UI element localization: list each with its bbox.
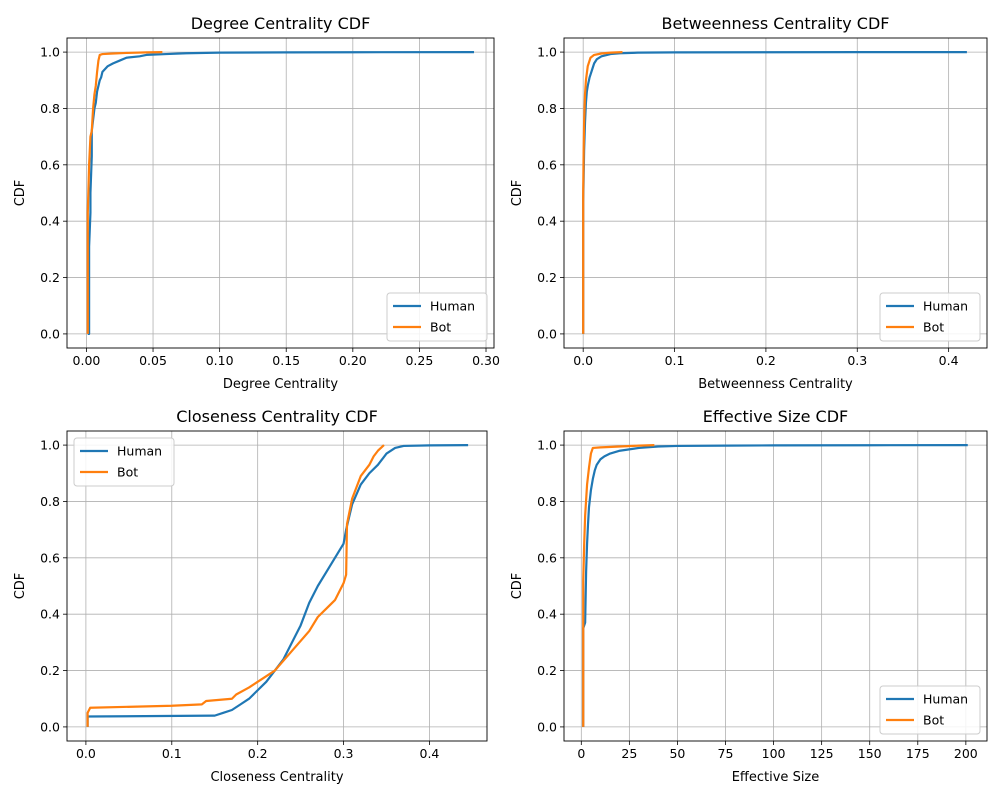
x-tick-label: 0.0: [76, 746, 96, 761]
x-tick-label: 0.10: [206, 353, 234, 368]
axes-frame: [66, 37, 495, 349]
series-line-bot: [86, 444, 385, 727]
y-tick-label: 0.6: [537, 550, 557, 565]
y-tick-label: 0.6: [40, 157, 60, 172]
legend-label-bot: Bot: [430, 320, 451, 335]
x-tick-label: 0.4: [939, 353, 959, 368]
y-tick-label: 0.2: [537, 663, 557, 678]
legend-label-bot: Bot: [117, 465, 138, 480]
legend: Human Bot: [386, 292, 488, 342]
legend: Human Bot: [73, 437, 175, 487]
x-tick-label: 0.2: [756, 353, 776, 368]
y-axis-label: CDF: [510, 180, 525, 207]
legend-label-bot: Bot: [923, 320, 944, 335]
y-tick-label: 0.0: [537, 719, 557, 734]
series-line-human: [86, 443, 469, 727]
chart-title: Closeness Centrality CDF: [176, 407, 378, 426]
x-tick-label: 75: [718, 746, 734, 761]
x-tick-label: 0.15: [272, 353, 300, 368]
x-tick-label: 0.0: [573, 353, 593, 368]
series-line-bot: [582, 443, 655, 727]
x-axis-label: Closeness Centrality: [210, 770, 343, 785]
legend-label-human: Human: [923, 692, 968, 707]
x-tick-label: 0.20: [339, 353, 367, 368]
legend: Human Bot: [879, 292, 981, 342]
chart-title: Effective Size CDF: [703, 407, 849, 426]
x-tick-label: 100: [762, 746, 786, 761]
x-tick-label: 125: [810, 746, 834, 761]
y-tick-label: 0.4: [40, 214, 60, 229]
x-tick-label: 0.2: [248, 746, 268, 761]
series-line-bot: [582, 50, 623, 334]
y-tick-label: 1.0: [40, 45, 60, 60]
x-tick-label: 0.3: [334, 746, 354, 761]
legend-label-human: Human: [430, 299, 475, 314]
x-tick-label: 25: [621, 746, 637, 761]
x-tick-label: 0.4: [420, 746, 440, 761]
axes-frame: [563, 430, 988, 742]
x-tick-label: 0.00: [73, 353, 101, 368]
y-axis-label: CDF: [13, 180, 28, 207]
y-tick-label: 0.2: [40, 270, 60, 285]
series-line-human: [582, 443, 968, 727]
y-tick-label: 0.4: [40, 607, 60, 622]
chart-panel: 0 25 50 75 100 125 150 175 200 0.0 0.2 0.4 0.6 0.8 1.0…: [510, 407, 988, 785]
y-tick-label: 1.0: [40, 438, 60, 453]
series-line-bot: [86, 50, 163, 334]
axes-frame: [66, 430, 488, 742]
y-tick-label: 0.2: [537, 270, 557, 285]
y-tick-label: 0.8: [40, 101, 60, 116]
y-axis-label: CDF: [13, 573, 28, 600]
y-tick-label: 0.6: [40, 550, 60, 565]
y-tick-label: 0.0: [537, 326, 557, 341]
x-tick-label: 0.1: [665, 353, 685, 368]
legend-label-human: Human: [923, 299, 968, 314]
y-tick-label: 0.4: [537, 607, 557, 622]
x-axis-label: Effective Size: [732, 770, 820, 785]
y-tick-label: 0.0: [40, 326, 60, 341]
series-line-human: [87, 50, 475, 336]
y-tick-label: 0.6: [537, 157, 557, 172]
y-axis-label: CDF: [510, 573, 525, 600]
x-axis-label: Degree Centrality: [223, 377, 338, 392]
y-tick-label: 0.8: [40, 494, 60, 509]
y-tick-label: 1.0: [537, 45, 557, 60]
y-tick-label: 1.0: [537, 438, 557, 453]
x-tick-label: 0.30: [472, 353, 500, 368]
chart-title: Betweenness Centrality CDF: [662, 14, 890, 33]
series-line-human: [582, 50, 967, 334]
y-tick-label: 0.8: [537, 101, 557, 116]
x-tick-label: 200: [954, 746, 978, 761]
axes-frame: [563, 37, 988, 349]
legend-label-bot: Bot: [923, 713, 944, 728]
x-tick-label: 0.1: [162, 746, 182, 761]
x-tick-label: 0: [577, 746, 585, 761]
chart-title: Degree Centrality CDF: [191, 14, 371, 33]
x-tick-label: 175: [906, 746, 930, 761]
x-tick-label: 0.05: [139, 353, 167, 368]
chart-panel: 0.0 0.1 0.2 0.3 0.4 0.0 0.2 0.4 0.6 0.8 1.0 Closene…: [13, 407, 488, 785]
chart-panel: 0.0 0.1 0.2 0.3 0.4 0.0 0.2 0.4 0.6 0.8 1.0 Between…: [510, 14, 988, 392]
chart-panel: 0.00 0.05 0.10 0.15 0.20 0.25 0.30 0.0 0.2 0.4 0.6…: [13, 14, 500, 392]
x-tick-label: 0.3: [847, 353, 867, 368]
x-tick-label: 50: [669, 746, 685, 761]
x-tick-label: 0.25: [405, 353, 433, 368]
x-tick-label: 150: [858, 746, 882, 761]
x-axis-label: Betweenness Centrality: [698, 377, 853, 392]
y-tick-label: 0.0: [40, 719, 60, 734]
y-tick-label: 0.8: [537, 494, 557, 509]
y-tick-label: 0.2: [40, 663, 60, 678]
legend: Human Bot: [879, 685, 981, 735]
legend-label-human: Human: [117, 444, 162, 459]
y-tick-label: 0.4: [537, 214, 557, 229]
